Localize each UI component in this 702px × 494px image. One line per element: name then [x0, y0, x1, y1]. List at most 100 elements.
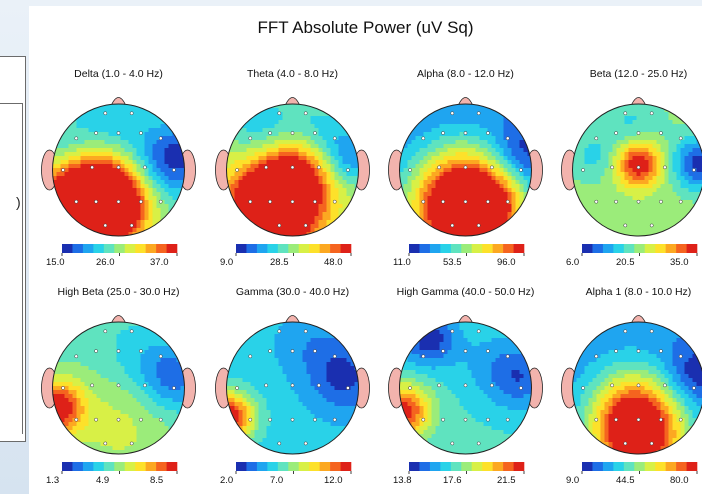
scale-swatch-gamma-6 [298, 462, 310, 471]
left-panel-glyph: ) [16, 194, 21, 210]
scale-swatch-delta-10 [166, 244, 178, 253]
electrode-alpha1-10 [663, 383, 667, 388]
electrode-theta-14 [290, 199, 295, 204]
scale-swatch-beta-7 [655, 244, 666, 253]
scale-swatch-delta-3 [93, 244, 105, 253]
electrode-alpha1-13 [614, 417, 618, 422]
scale-swatch-theta-2 [256, 244, 268, 253]
scale-swatch-alpha1-10 [686, 462, 698, 471]
electrode-gamma-12 [248, 417, 253, 422]
scale-swatch-alpha1-4 [623, 462, 635, 471]
scale-swatch-gamma-8 [319, 462, 331, 471]
electrode-highgamma-2 [421, 354, 426, 359]
figure-title: FFT Absolute Power (uV Sq) [257, 18, 474, 37]
color-scale-highbeta [61, 462, 178, 474]
electrode-alpha1-14 [636, 417, 641, 422]
scale-swatch-gamma-9 [330, 462, 341, 471]
scale-swatch-alpha-9 [503, 244, 514, 253]
scale-swatch-alpha1-1 [592, 462, 604, 471]
scale-swatch-beta-2 [602, 244, 614, 253]
electrode-beta-16 [678, 199, 683, 204]
electrode-alpha-5 [486, 131, 490, 135]
electrode-delta-4 [116, 131, 121, 135]
electrode-delta-0 [103, 111, 108, 116]
scale-swatch-beta-4 [623, 244, 635, 253]
scalp-map-alpha1 [561, 315, 702, 455]
scale-label-alpha-min: 11.0 [393, 257, 411, 268]
scale-label-gamma-mid: 7.0 [270, 475, 284, 486]
electrode-theta-10 [317, 165, 321, 170]
electrode-alpha1-8 [610, 383, 614, 388]
scale-swatch-theta-7 [309, 244, 320, 253]
map-title-alpha: Alpha (8.0 - 12.0 Hz) [417, 68, 514, 80]
scale-swatch-delta-1 [72, 244, 84, 253]
electrode-delta-5 [139, 131, 143, 135]
electrode-highbeta-16 [158, 417, 163, 422]
electrode-delta-15 [139, 199, 143, 204]
electrode-beta-2 [594, 136, 599, 141]
electrode-gamma-14 [290, 417, 295, 422]
scale-swatch-theta-9 [330, 244, 341, 253]
electrode-theta-9 [290, 165, 295, 170]
electrode-alpha-18 [476, 223, 481, 228]
scale-swatch-gamma-7 [309, 462, 320, 471]
electrode-alpha-17 [450, 223, 455, 228]
electrode-highbeta-7 [61, 386, 65, 390]
electrode-beta-17 [623, 223, 628, 228]
electrode-delta-1 [129, 111, 134, 116]
left-panel-frame: ) [0, 103, 23, 434]
electrode-beta-12 [594, 199, 599, 204]
electrode-alpha-16 [505, 199, 510, 204]
electrode-theta-7 [235, 168, 239, 172]
scale-swatch-gamma-4 [277, 462, 289, 471]
scale-swatch-gamma-1 [246, 462, 258, 471]
electrode-highgamma-9 [463, 383, 468, 388]
electrode-alpha-4 [463, 131, 468, 135]
scalp-map-alpha [388, 97, 543, 237]
electrode-highgamma-12 [421, 417, 426, 422]
scale-swatch-beta-6 [644, 244, 656, 253]
scale-swatch-alpha1-9 [676, 462, 687, 471]
electrode-highgamma-4 [463, 349, 468, 353]
electrode-alpha-1 [476, 111, 481, 116]
scale-swatch-highgamma-2 [429, 462, 441, 471]
scale-swatch-highbeta-1 [72, 462, 84, 471]
electrode-theta-11 [346, 168, 350, 172]
scale-label-beta-min: 6.0 [566, 257, 580, 268]
electrode-gamma-17 [277, 441, 282, 446]
electrode-alpha-9 [463, 165, 468, 170]
scale-swatch-theta-0 [236, 244, 247, 253]
scale-label-alpha-mid: 53.5 [443, 257, 462, 268]
electrode-gamma-2 [248, 354, 253, 359]
electrode-highbeta-17 [103, 441, 108, 446]
power-field-alpha [399, 104, 532, 236]
electrode-alpha-12 [421, 199, 426, 204]
electrode-highbeta-11 [172, 386, 176, 390]
electrode-alpha-13 [441, 199, 445, 204]
scale-swatch-highbeta-3 [93, 462, 105, 471]
scale-swatch-highbeta-10 [166, 462, 178, 471]
scale-label-theta-min: 9.0 [220, 257, 234, 268]
electrode-highbeta-9 [116, 383, 121, 388]
electrode-beta-5 [659, 131, 663, 135]
electrode-theta-8 [264, 165, 268, 170]
scalp-map-beta [561, 97, 702, 237]
scale-swatch-theta-10 [340, 244, 352, 253]
electrode-beta-9 [636, 165, 641, 170]
electrode-alpha1-2 [594, 354, 599, 359]
scale-label-alpha1-max: 80.0 [670, 475, 689, 486]
electrode-beta-13 [614, 199, 618, 204]
electrode-delta-18 [129, 223, 134, 228]
electrode-theta-4 [290, 131, 295, 135]
scale-swatch-delta-7 [135, 244, 146, 253]
electrode-beta-3 [614, 131, 618, 135]
scale-swatch-theta-6 [298, 244, 310, 253]
electrode-gamma-15 [313, 417, 317, 422]
electrode-alpha-8 [437, 165, 441, 170]
scale-swatch-alpha1-7 [655, 462, 666, 471]
scale-label-alpha1-min: 9.0 [566, 475, 580, 486]
color-scale-alpha1 [581, 462, 698, 474]
electrode-delta-16 [158, 199, 163, 204]
scalp-map-highgamma [388, 315, 543, 455]
electrode-theta-17 [277, 223, 282, 228]
